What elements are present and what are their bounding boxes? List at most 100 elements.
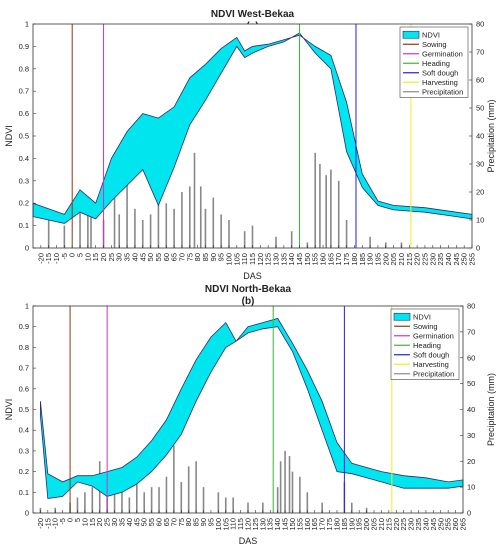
x-tick-label: 25 [107,253,116,261]
x-tick-label: 195 [355,518,364,531]
precipitation-bar [135,481,138,513]
y-tick-label: 0.9 [19,42,29,51]
y2-tick-label: 40 [467,405,475,414]
x-tick-label: 80 [193,253,202,261]
x-tick-label: 255 [468,253,477,266]
precipitation-bar [212,197,215,248]
x-tick-label: 190 [347,518,356,531]
precipitation-bar [157,197,160,248]
y-tick-label: 1 [25,302,29,311]
x-tick-label: 50 [140,518,149,526]
legend-label: NDVI [422,30,440,39]
precipitation-bar [180,481,183,513]
precipitation-bar [84,492,86,513]
x-tick-label: 140 [287,253,296,266]
legend-label: Sowing [422,40,447,49]
y2-tick-label: 20 [476,188,484,197]
y-tick-label: 0.7 [19,87,29,96]
legend-label: Germination [422,49,463,58]
x-tick-label: 105 [221,518,230,531]
x-tick-label: 220 [392,518,401,531]
x-tick-label: 65 [170,253,179,261]
precipitation-bar [224,497,227,513]
precipitation-bar [113,487,116,513]
x-tick-label: 55 [147,518,156,526]
y2-tick-label: 10 [476,216,484,225]
x-tick-label: -15 [43,518,52,529]
legend-label: Germination [413,331,454,340]
precipitation-bar [76,497,79,513]
x-tick-label: 30 [110,518,119,526]
x-tick-label: -5 [60,253,69,260]
x-tick-label: 265 [459,518,468,531]
precipitation-bar [181,192,183,248]
x-tick-label: 45 [132,518,141,526]
legend-box [399,26,469,98]
x-tick-label: 230 [428,253,437,266]
x-tick-label: 120 [256,253,265,266]
y-tick-label: 0.1 [19,488,29,497]
precipitation-bar [79,203,81,248]
y-tick-label: 0 [25,244,29,253]
precipitation-bar [243,231,246,248]
precipitation-bar [251,225,254,248]
x-tick-label: 215 [405,253,414,266]
x-tick-label: 95 [217,253,226,261]
x-tick-label: 200 [381,253,390,266]
x-tick-label: 85 [201,253,210,261]
x-tick-label: 15 [88,518,97,526]
precipitation-bar [113,186,116,248]
legend-label: Harvesting [422,78,458,87]
precipitation-bar [173,208,175,248]
precipitation-bar [262,502,264,513]
x-tick-label: -20 [36,518,45,529]
x-tick-label: 240 [421,518,430,531]
x-tick-label: 105 [232,253,241,266]
x-tick-label: 5 [76,253,85,257]
x-tick-label: 245 [429,518,438,531]
y-tick-label: 0.6 [19,384,29,393]
y-tick-label: 0.5 [19,405,29,414]
chart-subtitle: (b) [242,296,255,307]
precipitation-bar [202,487,205,513]
precipitation-bar [247,502,249,513]
x-tick-label: 70 [169,518,178,526]
precipitation-bar [217,492,220,513]
y2-tick-label: 50 [476,104,484,113]
x-tick-label: 185 [340,518,349,531]
y2-axis-title: Precipitation (mm) [486,99,496,172]
precipitation-bar [325,175,327,248]
y2-tick-label: 80 [476,20,484,29]
precipitation-bar [369,236,371,248]
x-tick-label: 125 [251,518,260,531]
x-tick-label: 70 [177,253,186,261]
x-tick-label: 235 [414,518,423,531]
precipitation-bar [291,471,294,513]
precipitation-bar [276,487,279,513]
x-tick-label: 175 [325,518,334,531]
y-axis-title: NDVI [4,125,14,147]
precipitation-bar [165,476,168,513]
x-tick-label: 110 [240,253,249,265]
precipitation-bar [204,208,207,248]
y2-axis-title: Precipitation (mm) [486,373,496,446]
x-tick-label: 35 [117,518,126,526]
x-tick-label: 45 [138,253,147,261]
legend-swatch-ndvi [393,312,411,321]
precipitation-bar [63,225,66,248]
x-tick-label: 225 [399,518,408,531]
precipitation-bar [91,487,94,513]
x-tick-label: -10 [52,253,61,264]
x-tick-label: 260 [451,518,460,531]
x-tick-label: 125 [264,253,273,266]
y-axis-title: NDVI [4,399,14,421]
x-tick-label: 35 [123,253,132,261]
precipitation-bar [220,214,222,248]
x-tick-label: 245 [452,253,461,266]
x-tick-label: 65 [162,518,171,526]
x-tick-label: 190 [366,253,375,266]
x-tick-label: 0 [66,518,75,522]
